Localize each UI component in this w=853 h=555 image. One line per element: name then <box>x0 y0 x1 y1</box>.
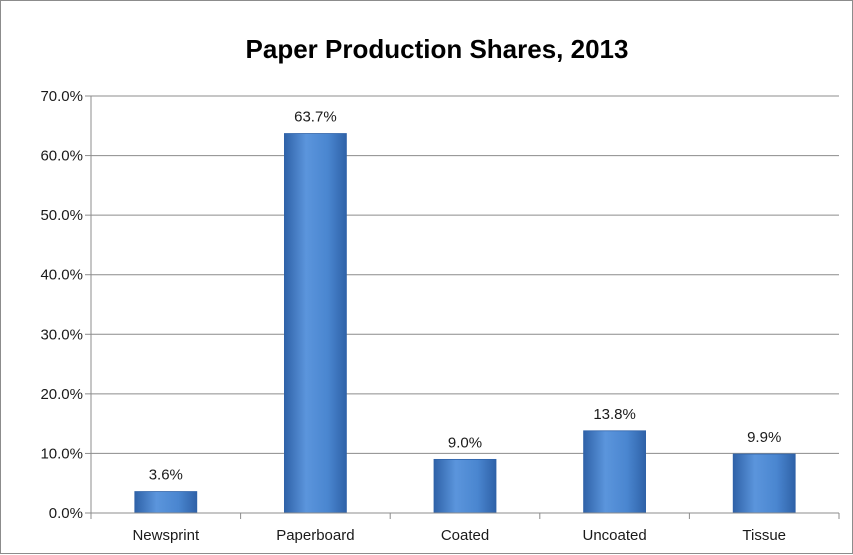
data-label-paperboard: 63.7% <box>294 109 337 126</box>
bar-uncoated <box>583 430 646 514</box>
data-label-coated: 9.0% <box>448 434 482 451</box>
axes <box>90 96 839 514</box>
x-tick-label-newsprint: Newsprint <box>132 527 200 544</box>
x-tick-label-uncoated: Uncoated <box>582 527 646 544</box>
chart-title: Paper Production Shares, 2013 <box>246 34 629 64</box>
gridlines <box>91 95 839 454</box>
y-axis-ticks: 0.0% 10.0% 20.0% 30.0% 40.0% 50.0% 60.0% 70.0% <box>40 88 91 522</box>
y-tick-label: 30.0% <box>40 326 83 343</box>
data-label-tissue: 9.9% <box>747 429 781 446</box>
y-tick-label: 40.0% <box>40 267 83 284</box>
y-tick-label: 0.0% <box>49 505 83 522</box>
bar-coated <box>433 458 497 514</box>
bars <box>134 133 796 514</box>
y-tick-label: 50.0% <box>40 207 83 224</box>
x-axis-ticks: Newsprint Paperboard Coated Uncoated Tissue <box>90 513 840 544</box>
y-tick-label: 10.0% <box>40 445 83 462</box>
y-tick-label: 60.0% <box>40 148 83 165</box>
y-tick-label: 20.0% <box>40 386 83 403</box>
x-tick-label-paperboard: Paperboard <box>276 527 354 544</box>
bar-newsprint <box>134 491 198 514</box>
data-label-uncoated: 13.8% <box>593 406 636 423</box>
x-tick-label-tissue: Tissue <box>742 527 786 544</box>
data-labels: 3.6% 63.7% 9.0% 13.8% 9.9% <box>149 109 782 484</box>
x-tick-label-coated: Coated <box>441 527 489 544</box>
bar-tissue <box>732 453 796 514</box>
y-tick-label: 70.0% <box>40 88 83 105</box>
bar-paperboard <box>283 133 347 514</box>
data-label-newsprint: 3.6% <box>149 467 183 484</box>
